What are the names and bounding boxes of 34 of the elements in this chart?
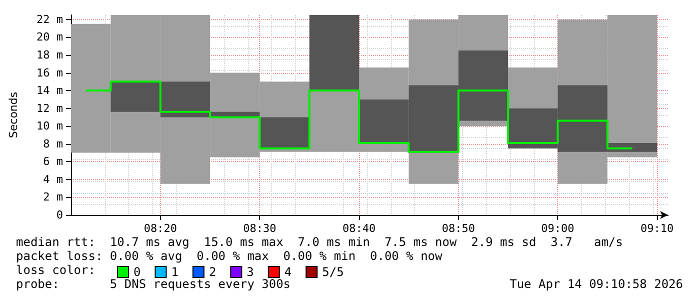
x-tick-label: 08:50 xyxy=(442,222,475,235)
text: Tue Apr 14 09:10:58 2026 xyxy=(510,277,683,291)
y-tick-label: 22 m xyxy=(36,12,64,26)
y-tick-label: 16 m xyxy=(36,66,64,80)
y-tick-label: 8 m xyxy=(43,137,64,150)
y-tick-label: 18 m xyxy=(36,48,64,62)
legend-label: 2 xyxy=(208,265,216,279)
legend-label: 3 xyxy=(246,265,254,279)
x-tick-label: 08:20 xyxy=(144,222,177,235)
bar xyxy=(309,15,360,91)
legend-label: 5/5 xyxy=(322,265,344,279)
y-tick-label: 6 m xyxy=(43,155,64,168)
x-tick-label: 09:00 xyxy=(541,222,574,235)
x-tick-label: 08:40 xyxy=(342,222,376,235)
legend-label: 0 xyxy=(134,265,141,279)
y-tick-label: 0 xyxy=(56,208,63,222)
y-axis-title: Seconds xyxy=(7,92,20,138)
x-tick-label: 09:10 xyxy=(640,222,674,235)
y-tick-label: 12 m xyxy=(36,102,64,115)
bar xyxy=(260,117,310,148)
text: packet loss: 0.00 % avg 0.00 % max 0.00 % min 0.00 % now xyxy=(16,249,444,263)
y-tick-label: 10 m xyxy=(36,120,64,133)
y-tick-label: 20 m xyxy=(36,30,64,44)
legend-label: 1 xyxy=(171,265,178,279)
text: probe: 5 DNS requests every 300s xyxy=(16,277,291,291)
legend-title: loss color: xyxy=(16,263,96,277)
y-tick-label: 14 m xyxy=(36,84,64,98)
text: median rtt: 10.7 ms avg 15.0 ms max 7.0 ms min 7.5 ms now 2.9 ms sd 3.7 am/s xyxy=(16,235,623,249)
y-tick-label: 2 m xyxy=(43,190,64,204)
bar xyxy=(160,82,210,118)
x-tick-label: 08:30 xyxy=(243,222,276,235)
y-tick-label: 4 m xyxy=(43,172,64,186)
legend-label: 4 xyxy=(284,265,292,279)
bar xyxy=(110,82,160,112)
